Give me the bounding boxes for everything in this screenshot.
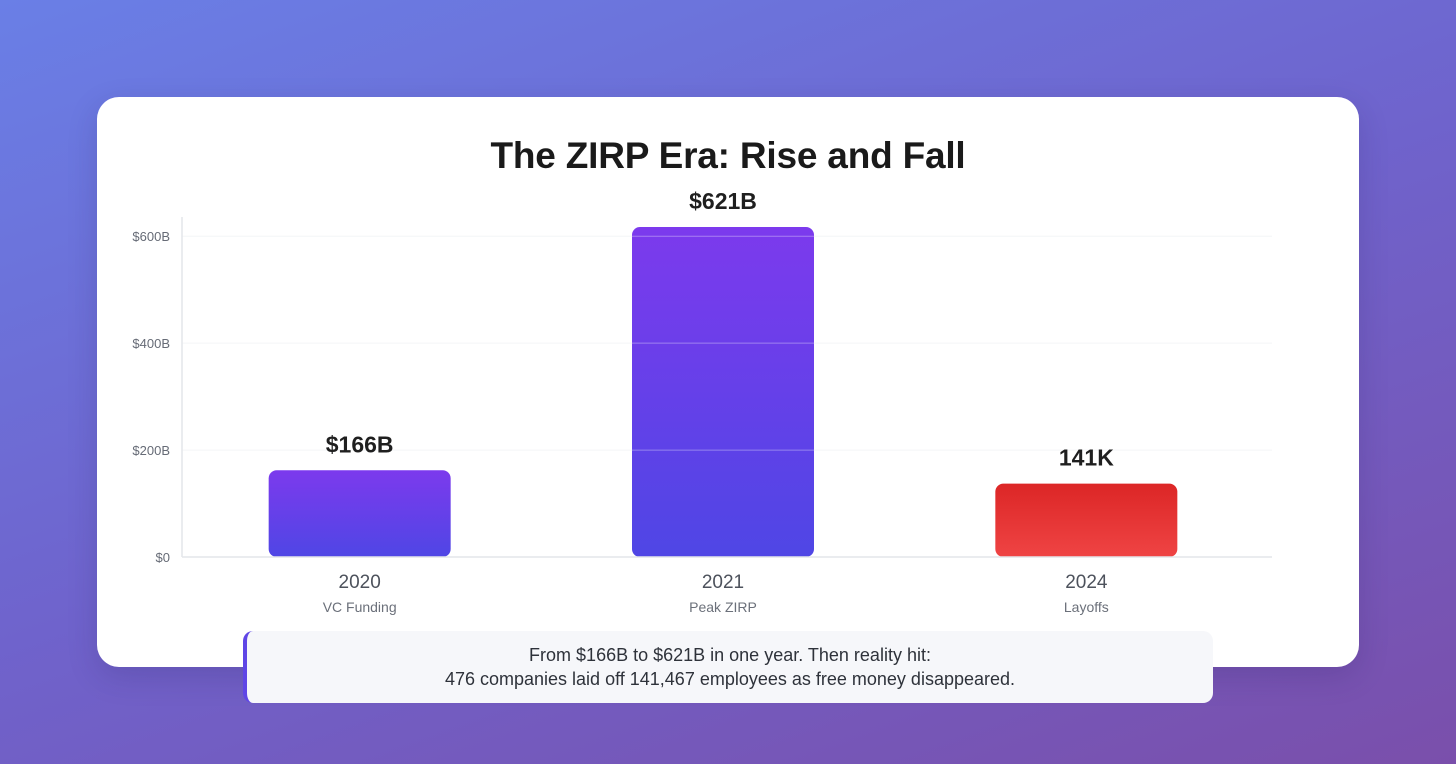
y-tick-label: $400B [132, 336, 170, 351]
bar-2021 [632, 227, 814, 557]
x-category-label: 2024 [1065, 572, 1108, 593]
bar-chart: $0 $200B $400B $600B $166B 2020 VC Funding $621… [132, 188, 1272, 615]
y-tick-label: $600B [132, 229, 170, 244]
bar-value-label: 141K [1059, 445, 1114, 471]
bar-2020 [268, 470, 451, 557]
bars [268, 227, 1178, 557]
bar-2024 [995, 483, 1178, 557]
labels: $0 $200B $400B $600B $166B 2020 VC Funding $621… [132, 188, 1114, 615]
bar-value-label: $621B [689, 188, 757, 214]
y-tick-label: $0 [156, 550, 170, 565]
gridlines-overlay [182, 235, 1272, 451]
chart-title: The ZIRP Era: Rise and Fall [490, 135, 966, 176]
x-category-label: 2020 [339, 572, 381, 593]
callout-box: From $166B to $621B in one year. Then re… [243, 631, 1213, 703]
x-subcategory-label: Peak ZIRP [689, 599, 757, 615]
y-tick-label: $200B [132, 443, 170, 458]
axes [181, 217, 1272, 558]
x-subcategory-label: VC Funding [323, 599, 397, 615]
x-category-label: 2021 [702, 572, 744, 593]
bar-value-label: $166B [326, 431, 394, 457]
x-subcategory-label: Layoffs [1064, 599, 1109, 615]
callout-line-2: 476 companies laid off 141,467 employees… [444, 669, 1016, 689]
callout-line-1: From $166B to $621B in one year. Then re… [529, 645, 931, 665]
